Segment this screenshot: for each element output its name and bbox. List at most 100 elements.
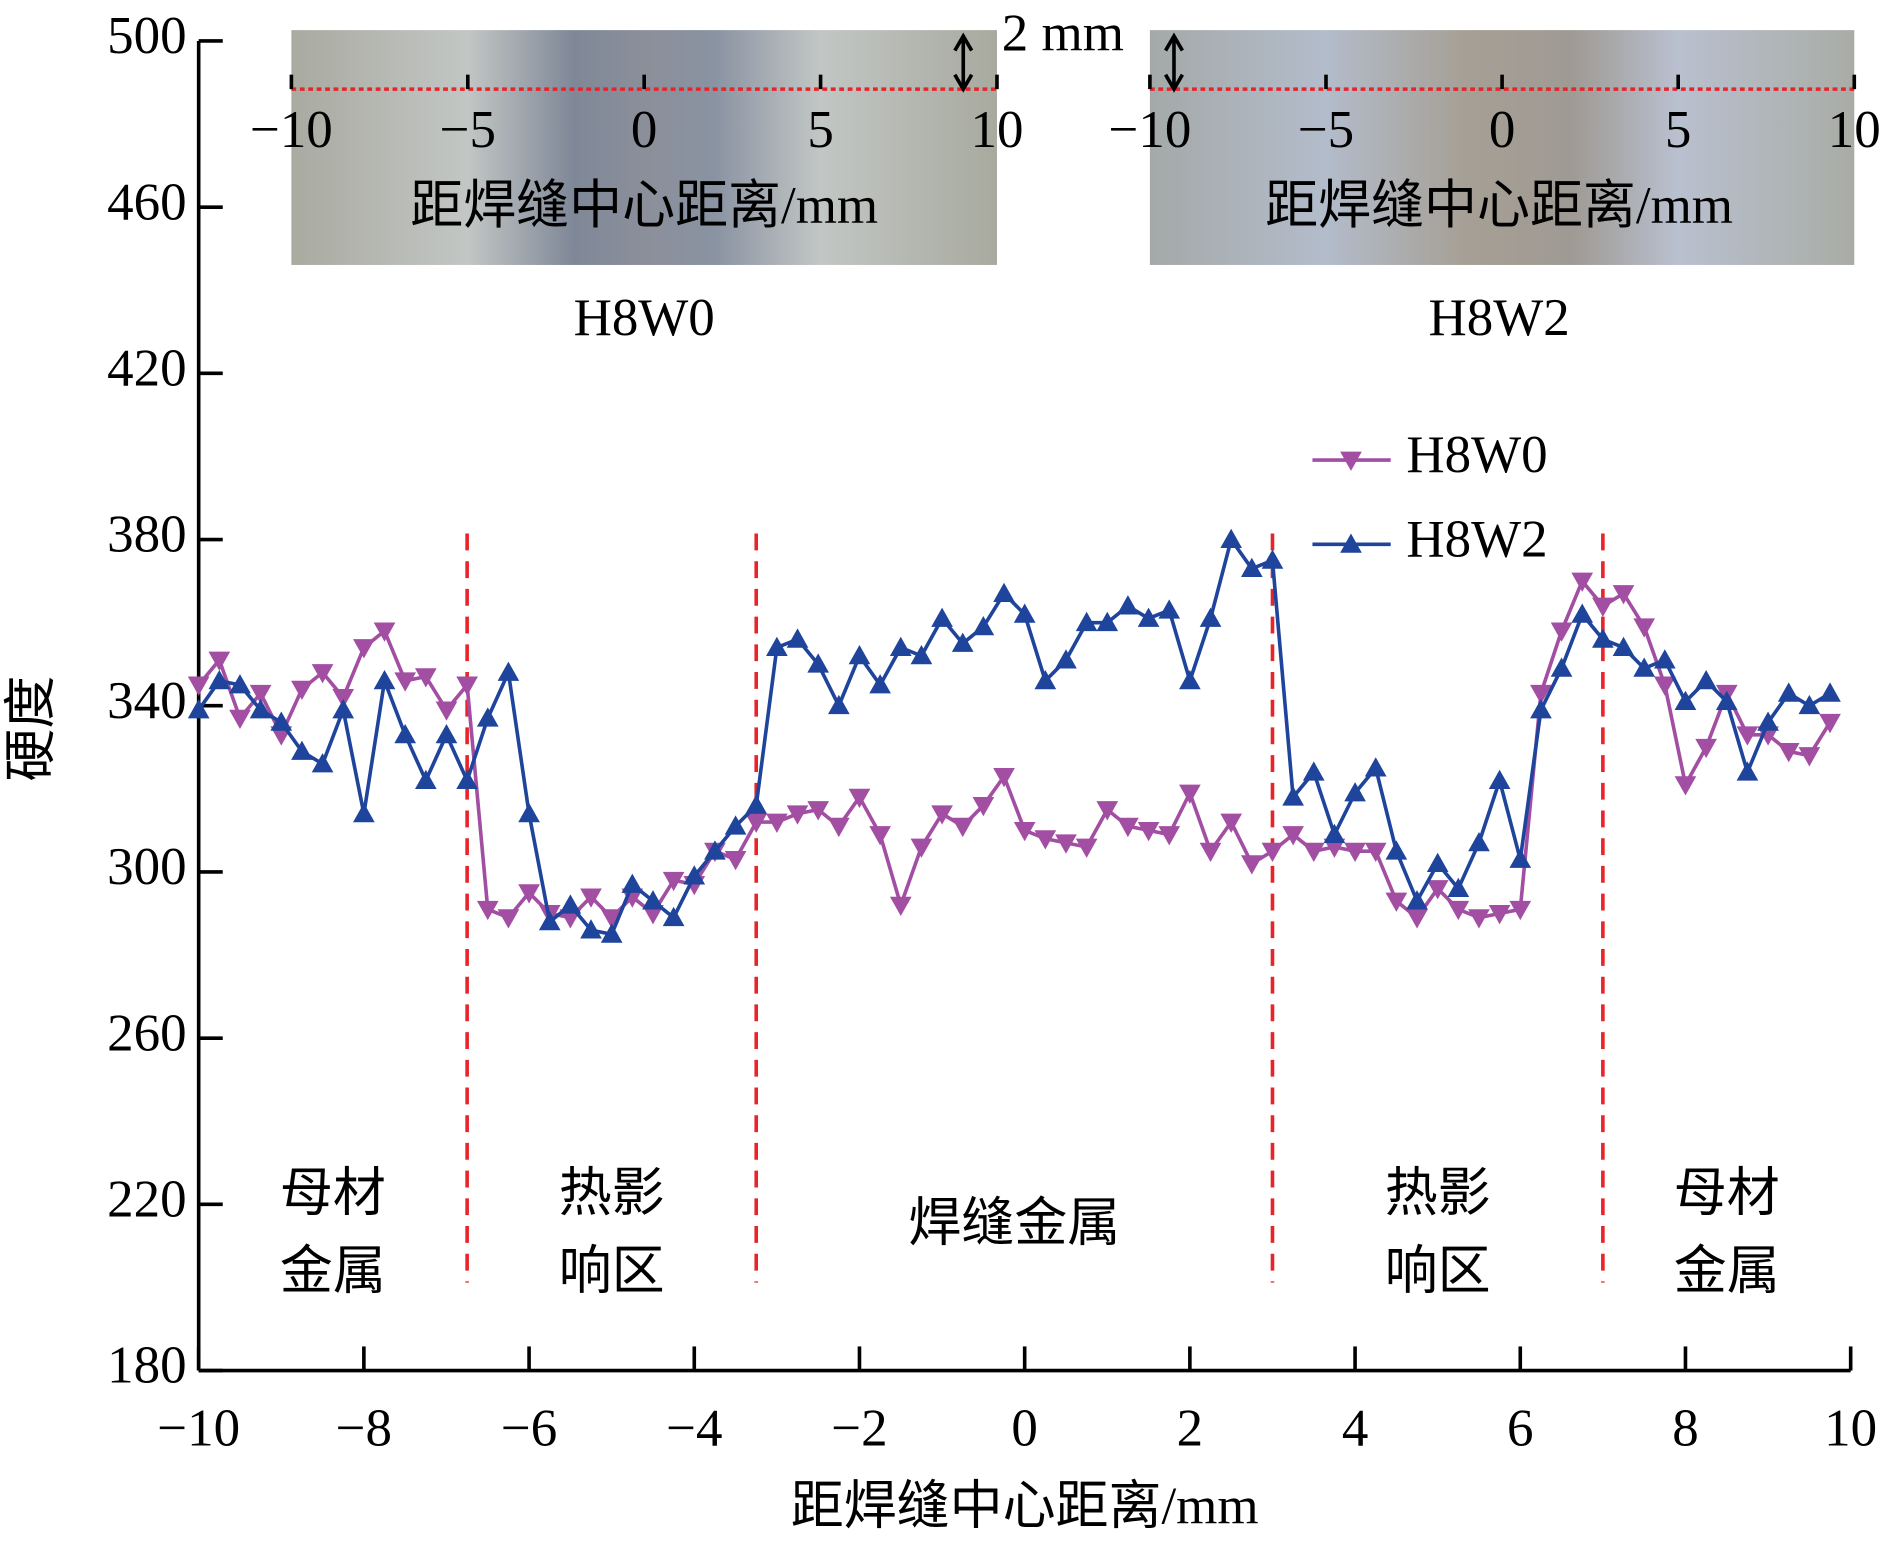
- legend-marker: [1340, 533, 1362, 553]
- marker: [456, 676, 478, 696]
- marker: [1261, 549, 1284, 569]
- marker: [1055, 649, 1077, 669]
- marker: [972, 615, 995, 636]
- marker: [1034, 830, 1057, 850]
- marker: [972, 797, 995, 817]
- marker: [414, 668, 437, 688]
- marker: [1096, 611, 1119, 632]
- zone-label: 母材: [280, 1164, 386, 1222]
- marker: [931, 805, 953, 825]
- marker: [848, 788, 871, 808]
- inset-photo: [1149, 30, 1855, 265]
- y-tick-label: 460: [107, 173, 186, 231]
- zone-label: 响区: [559, 1243, 665, 1301]
- marker: [373, 622, 396, 642]
- marker: [1406, 909, 1428, 929]
- marker: [869, 826, 891, 846]
- x-tick-label: −8: [336, 1399, 392, 1457]
- marker: [1385, 840, 1408, 860]
- marker: [600, 923, 623, 943]
- marker: [229, 674, 251, 694]
- marker: [291, 680, 313, 700]
- marker: [394, 723, 417, 744]
- marker: [1240, 557, 1263, 578]
- marker: [187, 676, 210, 696]
- marker: [1075, 611, 1098, 632]
- marker: [1117, 595, 1139, 615]
- marker: [518, 884, 540, 904]
- marker: [373, 669, 396, 690]
- y-tick-label: 260: [107, 1004, 186, 1062]
- scale-arrow-head: [953, 32, 974, 93]
- marker: [1426, 880, 1449, 900]
- marker: [724, 851, 747, 871]
- marker: [683, 865, 706, 885]
- inset-x-label: 距焊缝中心距离/mm: [1265, 177, 1733, 235]
- x-tick-label: 6: [1507, 1399, 1533, 1457]
- marker: [1695, 669, 1717, 690]
- inset-tick-label: 0: [631, 101, 657, 159]
- marker: [786, 805, 809, 825]
- marker: [786, 628, 809, 648]
- marker: [208, 669, 231, 690]
- scale-label: 2 mm: [1002, 5, 1124, 63]
- marker: [1447, 900, 1470, 921]
- zone-label: 焊缝金属: [908, 1195, 1120, 1253]
- x-tick-label: −6: [501, 1399, 557, 1457]
- inset-tick-label: −10: [250, 101, 333, 159]
- inset-tick-label: 10: [1828, 101, 1881, 159]
- legend-label: H8W2: [1406, 511, 1547, 569]
- inset-tick-label: 10: [970, 101, 1023, 159]
- inset-title: H8W0: [574, 289, 715, 347]
- marker: [1344, 782, 1366, 802]
- x-tick-label: −2: [831, 1399, 887, 1457]
- marker: [1736, 761, 1759, 781]
- marker: [1158, 826, 1181, 846]
- marker: [311, 753, 334, 773]
- marker: [1282, 826, 1304, 846]
- inset-photo: [291, 30, 997, 265]
- x-tick-label: −10: [157, 1399, 240, 1457]
- marker: [1364, 842, 1387, 863]
- x-tick-label: −4: [666, 1399, 722, 1457]
- marker: [1117, 817, 1139, 838]
- marker: [951, 817, 974, 838]
- marker: [353, 802, 375, 823]
- marker: [745, 813, 768, 833]
- marker: [1426, 852, 1449, 873]
- marker: [497, 661, 520, 681]
- marker: [600, 909, 623, 929]
- zone-label: 金属: [1674, 1243, 1780, 1301]
- marker: [332, 699, 355, 719]
- marker: [889, 636, 912, 657]
- marker: [827, 694, 850, 715]
- marker: [1819, 682, 1841, 702]
- marker: [538, 910, 561, 931]
- inset-title: H8W2: [1428, 289, 1569, 347]
- zone-label: 热影: [1385, 1164, 1491, 1222]
- marker: [642, 905, 664, 925]
- marker: [1509, 900, 1532, 921]
- marker: [1777, 743, 1800, 763]
- marker: [766, 636, 788, 657]
- marker: [1385, 892, 1408, 912]
- x-tick-label: 0: [1011, 1399, 1037, 1457]
- marker: [1592, 597, 1614, 617]
- marker: [1344, 842, 1366, 863]
- inset-tick-label: −5: [440, 101, 496, 159]
- marker: [807, 801, 830, 821]
- zone-label: 响区: [1385, 1243, 1491, 1301]
- marker: [249, 699, 272, 719]
- marker: [1137, 607, 1160, 627]
- marker: [1034, 669, 1057, 690]
- marker: [1488, 905, 1511, 925]
- marker: [311, 664, 334, 684]
- inset-tick-label: 5: [807, 101, 833, 159]
- marker: [1612, 636, 1635, 657]
- marker: [1179, 669, 1201, 690]
- marker: [1674, 776, 1697, 796]
- marker: [1633, 657, 1656, 677]
- marker: [869, 674, 891, 694]
- marker: [1302, 761, 1325, 781]
- y-tick-label: 340: [107, 672, 186, 730]
